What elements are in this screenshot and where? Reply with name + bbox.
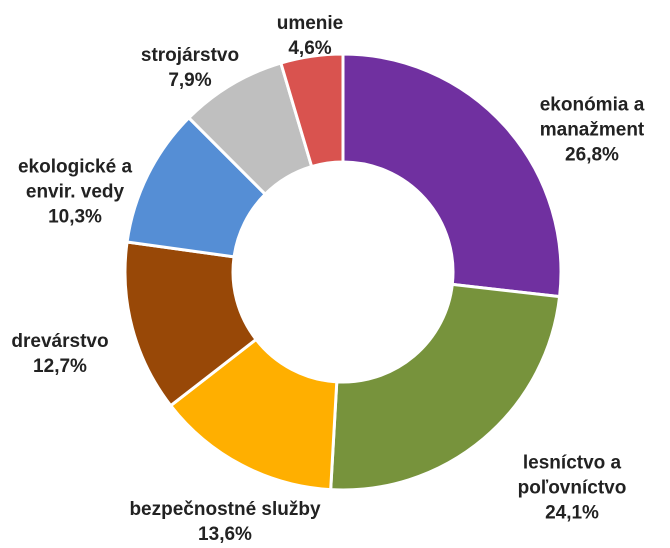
donut-slice — [168, 337, 339, 492]
donut-slice — [341, 52, 563, 299]
category-label: drevárstvo — [11, 331, 109, 352]
category-label: lesníctvo a poľovníctvo — [517, 452, 627, 499]
value-label: 13,6% — [198, 524, 252, 545]
slice-label: bezpečnostné služby 13,6% — [129, 497, 320, 547]
value-label: 26,8% — [565, 144, 619, 166]
slice-label: umenie 4,6% — [277, 11, 344, 61]
donut-slice — [279, 52, 345, 169]
slice-label: lesníctvo a poľovníctvo 24,1% — [518, 451, 627, 526]
slice-label: drevárstvo 12,7% — [11, 329, 108, 379]
category-label: bezpečnostné služby — [129, 499, 321, 520]
category-label: umenie — [276, 13, 344, 34]
slice-label: ekologické a envir. vedy 10,3% — [18, 155, 132, 230]
value-label: 4,6% — [288, 38, 332, 59]
value-label: 7,9% — [168, 70, 212, 91]
value-label: 10,3% — [48, 206, 102, 228]
slice-label: strojárstvo 7,9% — [141, 43, 239, 93]
category-label: strojárstvo — [140, 45, 240, 66]
category-label: ekonómia a manažment — [539, 94, 645, 141]
value-label: 24,1% — [545, 502, 599, 524]
value-label: 12,7% — [33, 356, 87, 377]
category-label: ekologické a envir. vedy — [17, 156, 133, 203]
donut-slice — [329, 282, 562, 492]
slice-label: ekonómia a manažment 26,8% — [540, 93, 645, 168]
